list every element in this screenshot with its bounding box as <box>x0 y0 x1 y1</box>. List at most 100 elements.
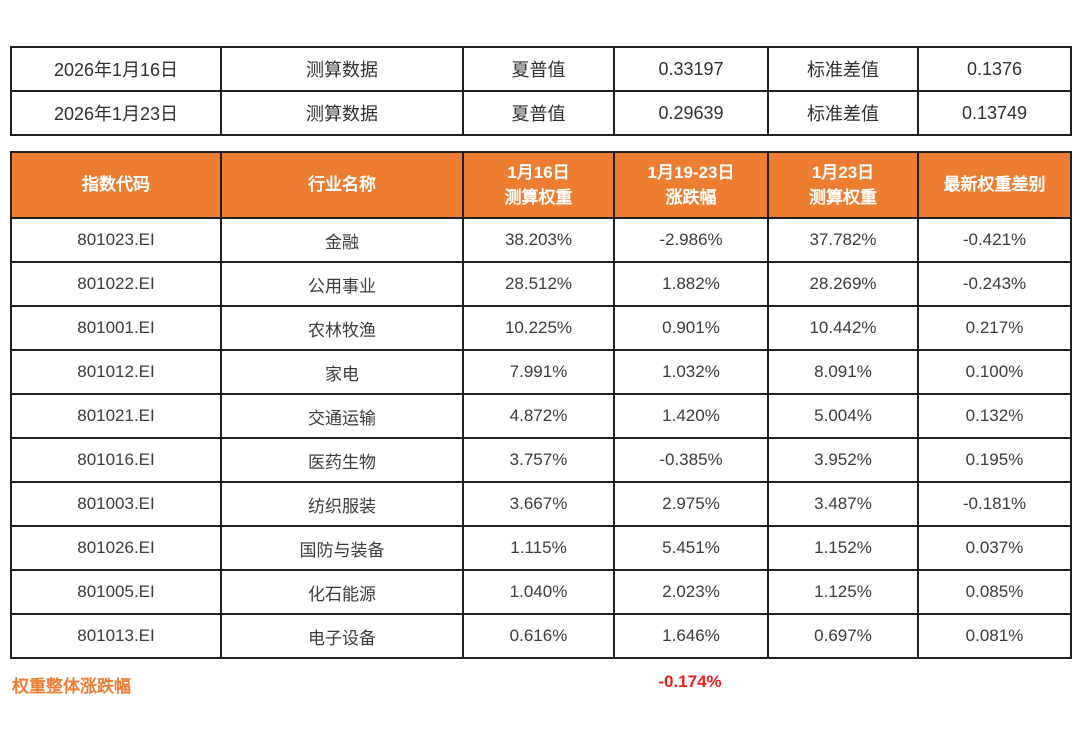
cell-weight-diff: 0.195% <box>917 437 1072 483</box>
cell-weight-jan16: 1.115% <box>462 525 615 571</box>
table-row: 801016.EI 医药生物 3.757% -0.385% 3.952% 0.1… <box>10 437 1072 483</box>
cell-weight-jan23: 37.782% <box>767 217 919 263</box>
cell-index-code: 801022.EI <box>10 261 222 307</box>
cell-index-code: 801021.EI <box>10 393 222 439</box>
cell-change: -0.385% <box>613 437 769 483</box>
header-weight-jan23: 1月23日 测算权重 <box>767 151 919 219</box>
cell-change: 0.901% <box>613 305 769 351</box>
cell-weight-diff: -0.181% <box>917 481 1072 527</box>
header-latest-weight-diff: 最新权重差别 <box>917 151 1072 219</box>
cell-change: 2.023% <box>613 569 769 615</box>
cell-index-code: 801023.EI <box>10 217 222 263</box>
header-label: 最新权重差别 <box>943 175 1046 195</box>
table-row: 801021.EI 交通运输 4.872% 1.420% 5.004% 0.13… <box>10 393 1072 439</box>
summary-date: 2026年1月16日 <box>10 46 222 92</box>
cell-change: 5.451% <box>613 525 769 571</box>
cell-industry-name: 纺织服装 <box>220 481 464 527</box>
std-value: 0.1376 <box>917 46 1072 92</box>
summary-row: 2026年1月16日 测算数据 夏普值 0.33197 标准差值 0.1376 <box>10 46 1072 92</box>
cell-industry-name: 金融 <box>220 217 464 263</box>
cell-weight-jan16: 3.667% <box>462 481 615 527</box>
cell-change: 1.420% <box>613 393 769 439</box>
cell-index-code: 801003.EI <box>10 481 222 527</box>
std-label: 标准差值 <box>767 46 919 92</box>
cell-weight-jan16: 28.512% <box>462 261 615 307</box>
sharpe-label: 夏普值 <box>462 90 615 136</box>
cell-weight-jan23: 10.442% <box>767 305 919 351</box>
cell-weight-jan16: 1.040% <box>462 569 615 615</box>
cell-weight-jan16: 3.757% <box>462 437 615 483</box>
table-row: 801001.EI 农林牧渔 10.225% 0.901% 10.442% 0.… <box>10 305 1072 351</box>
table-row: 801005.EI 化石能源 1.040% 2.023% 1.125% 0.08… <box>10 569 1072 615</box>
cell-industry-name: 农林牧渔 <box>220 305 464 351</box>
cell-industry-name: 公用事业 <box>220 261 464 307</box>
cell-weight-diff: 0.085% <box>917 569 1072 615</box>
cell-weight-jan23: 28.269% <box>767 261 919 307</box>
sharpe-label: 夏普值 <box>462 46 615 92</box>
cell-weight-jan16: 7.991% <box>462 349 615 395</box>
header-label-line2: 涨跌幅 <box>665 188 717 207</box>
cell-index-code: 801013.EI <box>10 613 222 659</box>
std-label: 标准差值 <box>767 90 919 136</box>
table-row: 801013.EI 电子设备 0.616% 1.646% 0.697% 0.08… <box>10 613 1072 659</box>
cell-change: 2.975% <box>613 481 769 527</box>
cell-weight-jan23: 3.952% <box>767 437 919 483</box>
cell-index-code: 801005.EI <box>10 569 222 615</box>
cell-change: 1.646% <box>613 613 769 659</box>
overall-change-value: -0.174% <box>658 672 722 691</box>
cell-weight-jan23: 5.004% <box>767 393 919 439</box>
weights-table-body: 801023.EI 金融 38.203% -2.986% 37.782% -0.… <box>10 217 1072 659</box>
cell-weight-diff: -0.421% <box>917 217 1072 263</box>
cell-weight-diff: 0.037% <box>917 525 1072 571</box>
cell-index-code: 801012.EI <box>10 349 222 395</box>
cell-weight-jan23: 0.697% <box>767 613 919 659</box>
cell-weight-jan16: 10.225% <box>462 305 615 351</box>
cell-industry-name: 化石能源 <box>220 569 464 615</box>
header-label-line2: 测算权重 <box>809 188 877 207</box>
weights-header-row: 指数代码 行业名称 1月16日 测算权重 1月19-23日 涨跌幅 1月23日 … <box>10 151 1072 219</box>
sharpe-value: 0.29639 <box>613 90 769 136</box>
weights-table: 指数代码 行业名称 1月16日 测算权重 1月19-23日 涨跌幅 1月23日 … <box>10 151 1072 659</box>
header-weight-jan16: 1月16日 测算权重 <box>462 151 615 219</box>
header-industry-name: 行业名称 <box>220 151 464 219</box>
cell-change: 1.032% <box>613 349 769 395</box>
cell-change: -2.986% <box>613 217 769 263</box>
header-index-code: 指数代码 <box>10 151 222 219</box>
cell-industry-name: 医药生物 <box>220 437 464 483</box>
summary-data-label: 测算数据 <box>220 90 464 136</box>
cell-weight-jan23: 8.091% <box>767 349 919 395</box>
table-row: 801026.EI 国防与装备 1.115% 5.451% 1.152% 0.0… <box>10 525 1072 571</box>
header-label: 行业名称 <box>308 175 376 195</box>
cell-industry-name: 交通运输 <box>220 393 464 439</box>
std-value: 0.13749 <box>917 90 1072 136</box>
header-label: 指数代码 <box>82 175 150 195</box>
header-change-jan19-23: 1月19-23日 涨跌幅 <box>613 151 769 219</box>
sharpe-value: 0.33197 <box>613 46 769 92</box>
cell-weight-diff: 0.217% <box>917 305 1072 351</box>
table-row: 801012.EI 家电 7.991% 1.032% 8.091% 0.100% <box>10 349 1072 395</box>
table-row: 801023.EI 金融 38.203% -2.986% 37.782% -0.… <box>10 217 1072 263</box>
table-row: 801003.EI 纺织服装 3.667% 2.975% 3.487% -0.1… <box>10 481 1072 527</box>
cell-industry-name: 电子设备 <box>220 613 464 659</box>
overall-change-label: 权重整体涨跌幅 <box>12 677 131 696</box>
cell-weight-jan23: 3.487% <box>767 481 919 527</box>
cell-change: 1.882% <box>613 261 769 307</box>
header-label-line1: 1月19-23日 <box>647 162 735 182</box>
header-label-line1: 1月23日 <box>811 162 875 182</box>
cell-weight-diff: 0.132% <box>917 393 1072 439</box>
cell-index-code: 801001.EI <box>10 305 222 351</box>
header-label-line1: 1月16日 <box>507 162 570 182</box>
table-row: 801022.EI 公用事业 28.512% 1.882% 28.269% -0… <box>10 261 1072 307</box>
cell-weight-jan23: 1.152% <box>767 525 919 571</box>
cell-weight-jan16: 38.203% <box>462 217 615 263</box>
header-label-line2: 测算权重 <box>504 188 573 207</box>
cell-industry-name: 国防与装备 <box>220 525 464 571</box>
footer-row: 权重整体涨跌幅 -0.174% <box>0 672 1080 698</box>
summary-data-label: 测算数据 <box>220 46 464 92</box>
summary-date: 2026年1月23日 <box>10 90 222 136</box>
cell-weight-diff: 0.081% <box>917 613 1072 659</box>
cell-index-code: 801026.EI <box>10 525 222 571</box>
cell-weight-jan23: 1.125% <box>767 569 919 615</box>
cell-weight-jan16: 0.616% <box>462 613 615 659</box>
